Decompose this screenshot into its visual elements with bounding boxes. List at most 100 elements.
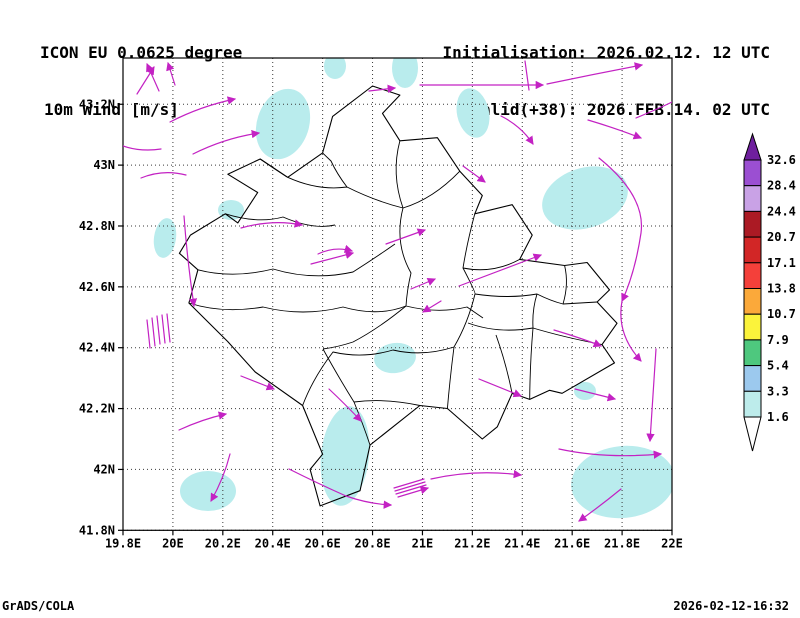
y-tick-label: 42.6N: [79, 280, 115, 294]
wind-streamline: [553, 329, 602, 348]
wind-streamline: [210, 453, 231, 502]
colorbar-label: 3.3: [767, 384, 789, 398]
x-tick-label: 19.8E: [105, 536, 141, 550]
colorbar-segment: [743, 365, 762, 392]
wind-streamline: [146, 63, 160, 92]
colorbar-label: 13.8: [767, 282, 796, 296]
initialisation-time: Initialisation: 2026.02.12. 12 UTC: [442, 43, 770, 62]
x-tick-label: 21.8E: [604, 536, 640, 550]
shade-blob: [374, 342, 416, 374]
colorbar-segment: [743, 210, 762, 238]
wind-streamline: [140, 172, 187, 179]
colorbar-label: 1.6: [767, 410, 789, 424]
wind-streamline: [646, 348, 657, 443]
wind-streamline: [422, 300, 442, 313]
district-border: [462, 259, 520, 271]
x-tick-label: 22E: [661, 536, 683, 550]
district-border: [353, 400, 420, 406]
y-tick-label: 42.2N: [79, 402, 115, 416]
x-tick-label: 20.8E: [354, 536, 390, 550]
y-tick-label: 43.2N: [79, 97, 115, 111]
wind-streamline: [410, 277, 436, 290]
wind-streamline: [240, 219, 304, 229]
colorbar-label: 7.9: [767, 333, 789, 347]
wind-streamline: [578, 488, 622, 522]
wind-streamline: [393, 478, 425, 489]
plot-frame: [122, 57, 673, 531]
x-tick-label: 20.2E: [205, 536, 241, 550]
wind-streamline: [574, 388, 617, 402]
colorbar-segment: [743, 236, 762, 264]
plot-title-block: ICON EU 0.0625 degree 10m Wind [m/s]: [40, 5, 242, 157]
colorbar-label: 5.4: [767, 359, 789, 373]
district-border: [399, 207, 412, 307]
colorbar-segment: [743, 262, 762, 290]
grads-credit: GrADS/COLA: [2, 599, 75, 613]
district-border: [197, 243, 396, 277]
district-border: [562, 265, 567, 305]
district-border: [529, 293, 538, 400]
shade-blob: [456, 88, 490, 138]
district-border: [287, 170, 461, 209]
wind-streamline: [183, 215, 198, 308]
colorbar-label: 24.4: [767, 204, 796, 218]
wind-streamline: [166, 61, 176, 86]
colorbar-segment: [743, 132, 762, 161]
wind-streamline: [430, 469, 523, 480]
creation-timestamp: 2026-02-12-16:32: [673, 599, 789, 613]
wind-streamline: [635, 101, 672, 119]
colorbar-label: 28.4: [767, 179, 796, 193]
wind-streamline: [462, 165, 486, 183]
colorbar-segment: [743, 390, 762, 418]
wind-streamline: [156, 315, 161, 345]
shade-blob: [153, 218, 177, 258]
wind-streamline: [397, 486, 430, 498]
colorbar-segment: [743, 416, 762, 452]
district-border: [188, 302, 407, 313]
wind-streamline: [288, 468, 393, 509]
colorbar-label: 20.7: [767, 230, 796, 244]
colorbar-segment: [743, 185, 762, 212]
district-border: [495, 334, 513, 394]
wind-streamline: [524, 60, 530, 91]
district-border: [395, 140, 404, 209]
colorbar-segment: [743, 313, 762, 341]
kosovo-borders: [178, 85, 618, 507]
y-tick-label: 42.8N: [79, 219, 115, 233]
district-border: [446, 346, 455, 409]
x-tick-label: 21.4E: [504, 536, 540, 550]
wind-streamline: [500, 115, 534, 145]
shade-blob: [324, 58, 346, 79]
wind-streamline: [146, 319, 151, 349]
wind-streamline: [169, 96, 237, 123]
wind-streamline: [151, 317, 156, 347]
colorbar-segment: [743, 288, 762, 315]
wind-streamline: [558, 448, 663, 459]
wind-streamline: [166, 313, 171, 343]
shade-blob: [218, 200, 244, 220]
district-border: [467, 322, 534, 331]
shade-blob: [571, 445, 672, 519]
x-tick-label: 21E: [412, 536, 434, 550]
wind-streamline: [478, 378, 522, 398]
shade-blob: [255, 88, 311, 160]
wind-speed-shading: [153, 58, 672, 519]
wind-streamline: [587, 119, 642, 140]
shade-blob: [392, 58, 418, 88]
field-title: 10m Wind [m/s]: [44, 100, 179, 119]
wind-streamline: [317, 244, 354, 255]
time-info-block: Initialisation: 2026.02.12. 12 UTC Valid…: [442, 5, 770, 157]
x-tick-label: 21.2E: [454, 536, 490, 550]
wind-streamline: [458, 253, 542, 287]
district-border: [322, 305, 407, 350]
wind-streamline: [192, 129, 261, 155]
colorbar-segment: [743, 159, 762, 187]
district-border: [302, 346, 455, 406]
colorbar-segment: [743, 339, 762, 367]
wind-streamline: [123, 145, 162, 151]
wind-streamlines: [123, 60, 672, 522]
wind-streamline: [161, 314, 166, 344]
shade-blob: [542, 166, 628, 230]
